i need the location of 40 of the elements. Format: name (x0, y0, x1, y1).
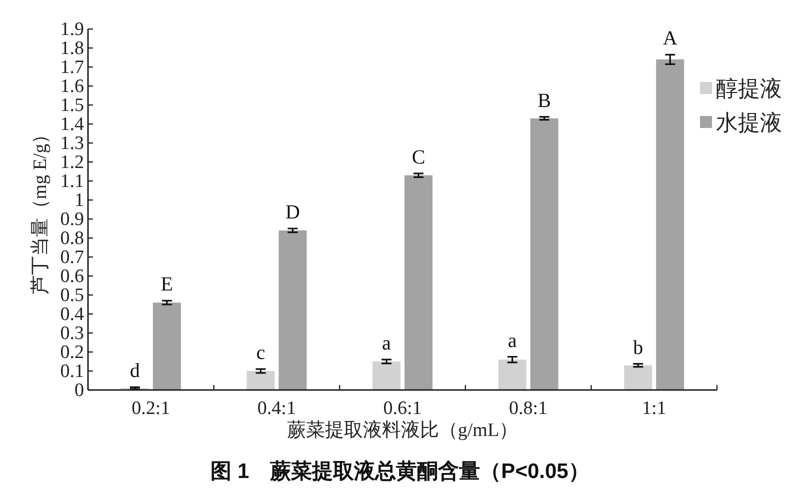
annotation: a (508, 330, 517, 352)
annotation: b (633, 336, 644, 359)
y-tick-label: 1.7 (60, 57, 84, 78)
y-tick-label: 1.2 (60, 152, 84, 173)
x-tick-label: 0.4:1 (257, 398, 296, 419)
annotation: c (256, 342, 266, 364)
y-tick-label: 1 (74, 190, 84, 211)
y-axis-title: 芦丁当量（mg E/g） (30, 124, 51, 294)
y-tick-label: 0.5 (60, 285, 84, 306)
legend-label: 水提液 (716, 110, 782, 135)
x-tick-label: 0.8:1 (509, 398, 548, 419)
y-tick-label: 0 (74, 380, 84, 401)
y-tick-label: 1.1 (60, 171, 84, 192)
y-tick-label: 1.9 (60, 19, 84, 40)
x-tick-label: 1:1 (642, 398, 666, 419)
x-tick-label: 0.2:1 (132, 398, 170, 419)
annotation: d (130, 360, 140, 382)
y-tick-label: 0.7 (60, 247, 84, 268)
annotation: A (662, 28, 678, 50)
annotation: D (285, 202, 300, 224)
y-tick-label: 1.4 (60, 114, 84, 135)
y-tick-label: 1.6 (60, 76, 84, 97)
annotation: a (382, 332, 392, 355)
x-tick-label: 0.6:1 (383, 398, 422, 419)
y-tick-label: 0.6 (60, 266, 84, 287)
y-tick-label: 1.5 (60, 95, 84, 116)
x-axis-title: 蕨菜提取液料液比（g/mL） (286, 419, 518, 441)
y-tick-label: 0.3 (60, 323, 84, 344)
y-tick-label: 0.2 (60, 342, 84, 363)
annotation: E (160, 274, 174, 296)
legend-label: 醇提液 (716, 76, 782, 101)
y-tick-label: 1.8 (60, 38, 84, 59)
y-tick-label: 0.9 (60, 209, 84, 230)
y-tick-label: 0.1 (60, 361, 84, 382)
y-tick-label: 0.4 (60, 304, 84, 325)
text: 图 1 蕨菜提取液总黄酮含量（P<0.05） (210, 459, 590, 483)
annotation: C (412, 146, 426, 168)
y-tick-label: 0.8 (60, 228, 84, 249)
y-tick-label: 1.3 (60, 133, 84, 154)
annotation: B (538, 90, 551, 112)
